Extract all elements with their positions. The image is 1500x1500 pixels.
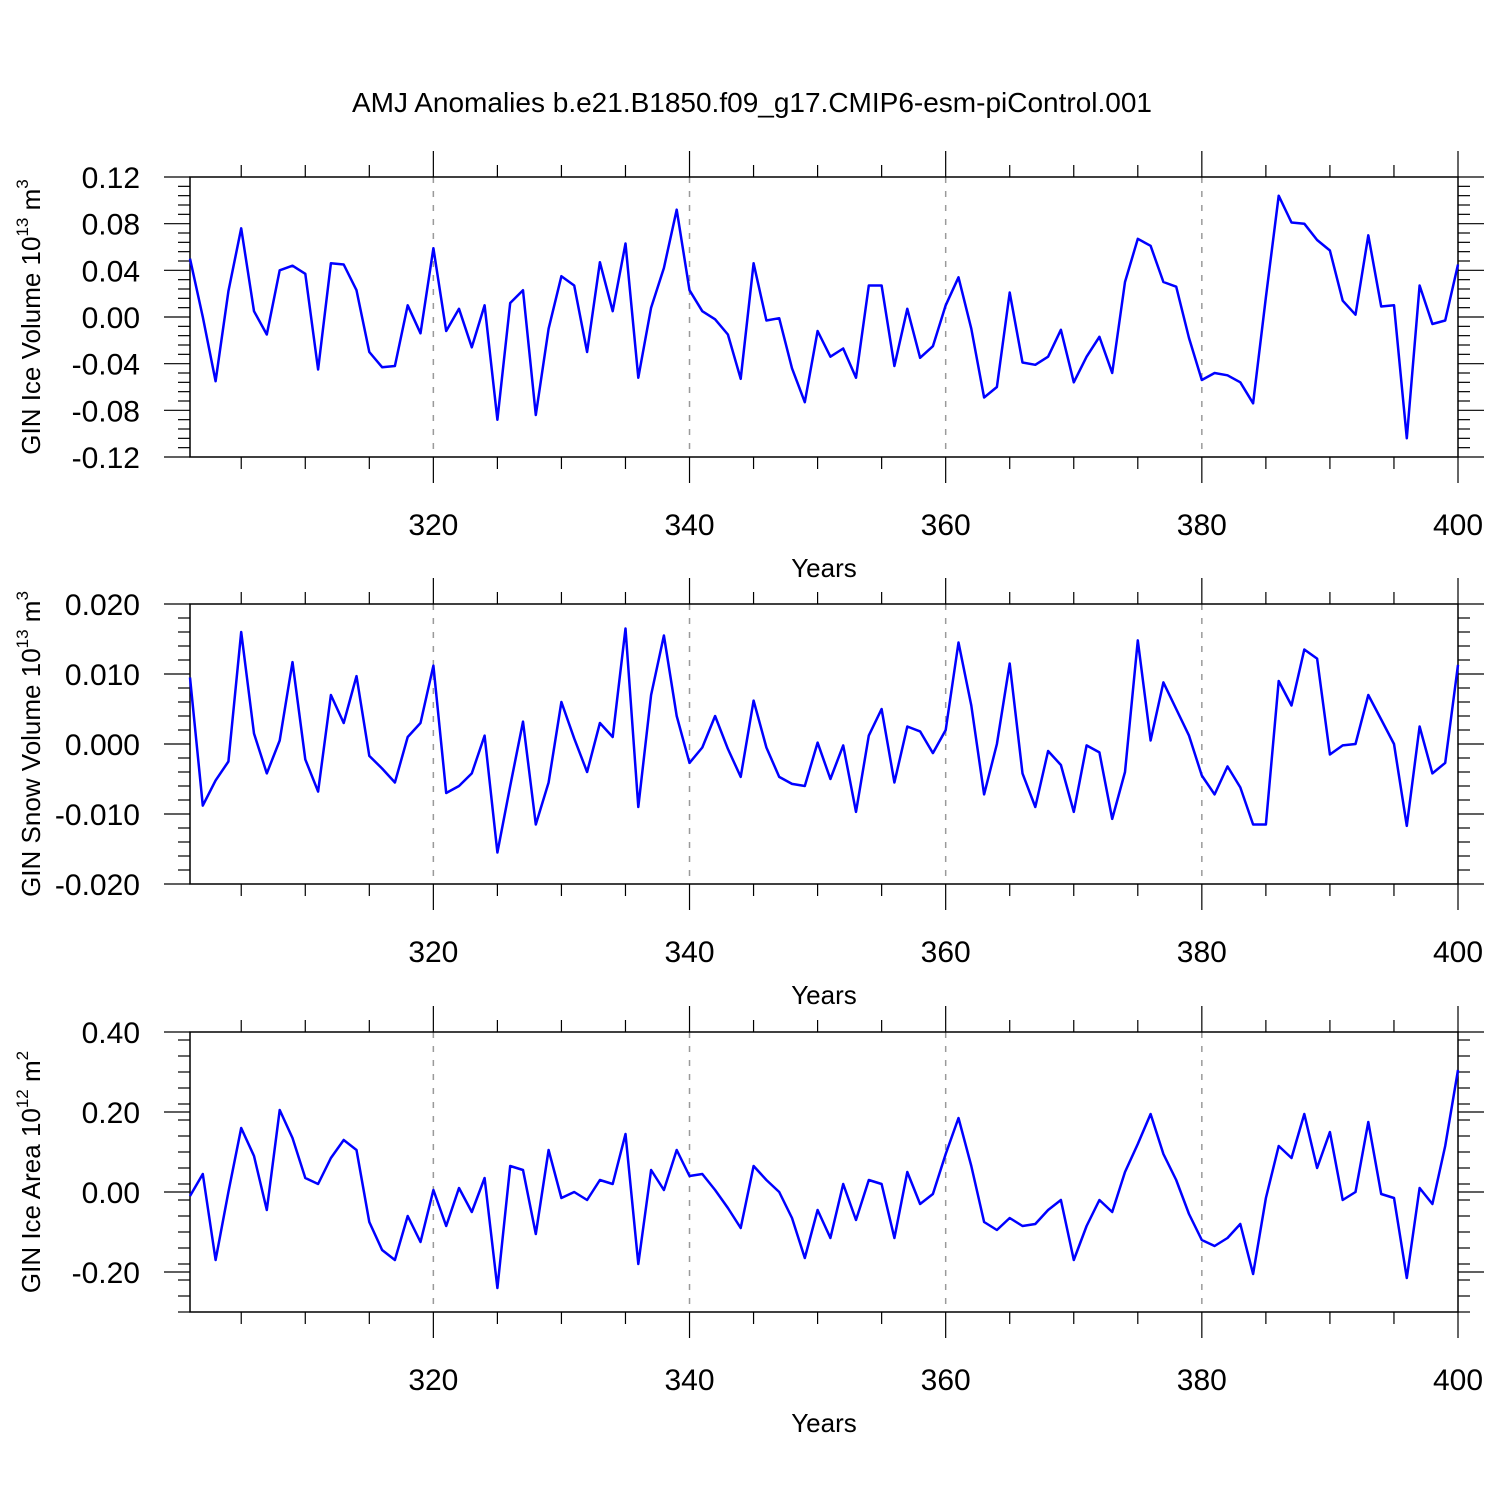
series-line — [188, 194, 1460, 440]
x-tick-label: 380 — [1177, 936, 1227, 969]
y-tick-label: 0.40 — [82, 1017, 140, 1050]
x-tick-label: 320 — [408, 509, 458, 542]
series-line — [188, 1069, 1460, 1290]
x-tick-label: 360 — [921, 936, 971, 969]
chart-title: AMJ Anomalies b.e21.B1850.f09_g17.CMIP6-… — [352, 87, 1152, 118]
y-tick-label: 0.00 — [82, 1177, 140, 1210]
panel-2: 320 340 360 380 400 Years 0.020 0.010 0.000 -0.01… — [13, 578, 1484, 1010]
y-tick-label: 0.04 — [82, 255, 140, 288]
y-tick-label: 0.000 — [65, 729, 140, 762]
plot-frame — [189, 176, 1459, 458]
y-axis-title: GIN Ice Area 1012 m2 — [13, 1051, 46, 1293]
series-line — [188, 627, 1460, 854]
x-axis-title: Years — [791, 1408, 857, 1438]
y-tick-label: -0.020 — [55, 869, 140, 902]
x-tick-label: 380 — [1177, 509, 1227, 542]
panel-1: 320 340 360 380 400 Years 0.12 0.08 0.04 0.00 -0.0… — [13, 151, 1484, 583]
x-tick-label: 400 — [1433, 1364, 1483, 1397]
y-tick-label: -0.010 — [55, 799, 140, 832]
y-tick-label: 0.08 — [82, 209, 140, 242]
y-tick-label: -0.04 — [72, 349, 140, 382]
y-tick-label: 0.010 — [65, 659, 140, 692]
y-tick-label: -0.08 — [72, 395, 140, 428]
x-tick-label: 360 — [921, 1364, 971, 1397]
x-tick-label: 320 — [408, 1364, 458, 1397]
x-tick-label: 380 — [1177, 1364, 1227, 1397]
y-tick-label: 0.020 — [65, 589, 140, 622]
x-tick-label: 320 — [408, 936, 458, 969]
y-axis-title: GIN Ice Volume 1013 m3 — [13, 179, 46, 455]
panel-3: 320 340 360 380 400 Years 0.40 0.20 0.00 -0.20 GIN… — [13, 1006, 1484, 1438]
x-tick-label: 340 — [664, 1364, 714, 1397]
y-tick-label: -0.12 — [72, 442, 140, 475]
x-axis-title: Years — [791, 553, 857, 583]
y-tick-label: 0.00 — [82, 302, 140, 335]
x-tick-label: 400 — [1433, 509, 1483, 542]
x-axis-title: Years — [791, 980, 857, 1010]
y-tick-label: -0.20 — [72, 1257, 140, 1290]
x-tick-label: 340 — [664, 509, 714, 542]
x-tick-label: 340 — [664, 936, 714, 969]
y-axis-title: GIN Snow Volume 1013 m3 — [13, 591, 46, 897]
x-tick-label: 360 — [921, 509, 971, 542]
y-tick-label: 0.20 — [82, 1097, 140, 1130]
plot-frame — [189, 603, 1459, 885]
plot-frame — [189, 1031, 1459, 1313]
y-tick-label: 0.12 — [82, 162, 140, 195]
x-tick-label: 400 — [1433, 936, 1483, 969]
